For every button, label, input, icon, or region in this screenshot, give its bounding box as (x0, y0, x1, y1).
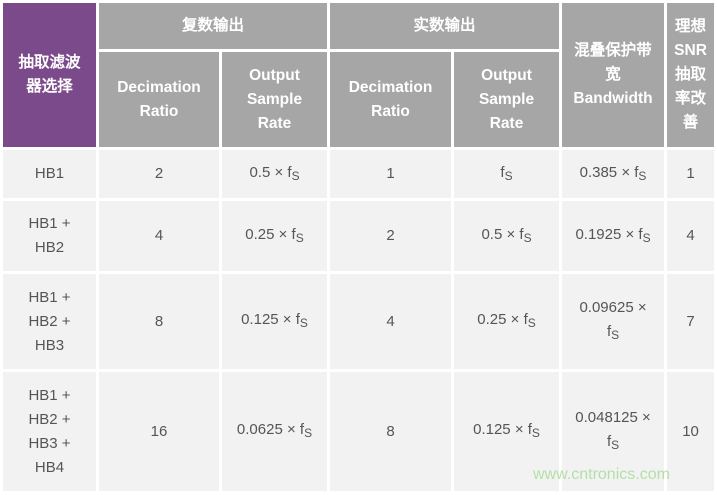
header-real-decimation-ratio: Decimation Ratio (330, 52, 452, 147)
table-row: HB1 + HB2 + HB3 8 0.125 × fS 4 0.25 × fS 0.09… (3, 274, 715, 369)
header-snr-improvement: 理想SNR抽取率改善 (667, 3, 715, 147)
watermark: www.cntronics.com (533, 466, 670, 483)
cell-filter: HB1 + HB2 + HB3 + HB4 (3, 372, 96, 491)
cell-bw: 0.09625 × fS (562, 274, 665, 369)
cell-bw: 0.1925 × fS (562, 201, 665, 271)
cell-r_rate: 0.125 × fS (454, 372, 560, 491)
cell-c_ratio: 2 (99, 150, 219, 198)
subscript-s: S (304, 426, 313, 440)
subscript-s: S (299, 316, 308, 330)
subscript-s: S (611, 328, 620, 342)
header-complex-output-rate: Output Sample Rate (222, 52, 328, 147)
header-filter-select: 抽取滤波器选择 (3, 3, 96, 147)
header-complex-decimation-ratio: Decimation Ratio (99, 52, 219, 147)
cell-r_ratio: 8 (330, 372, 452, 491)
table-row: HB1 + HB2 4 0.25 × fS 2 0.5 × fS 0.1925 × fS 4 (3, 201, 715, 271)
cell-bw: 0.048125 × fS (562, 372, 665, 491)
subscript-s: S (611, 438, 620, 452)
cell-snr: 4 (667, 201, 715, 271)
cell-c_ratio: 4 (99, 201, 219, 271)
cell-filter: HB1 (3, 150, 96, 198)
cell-c_ratio: 16 (99, 372, 219, 491)
cell-r_ratio: 1 (330, 150, 452, 198)
subscript-s: S (523, 230, 532, 245)
cell-snr: 1 (667, 150, 715, 198)
cell-c_ratio: 8 (99, 274, 219, 369)
subscript-s: S (504, 168, 513, 183)
cell-filter: HB1 + HB2 + HB3 (3, 274, 96, 369)
subscript-s: S (295, 230, 304, 245)
cell-r_rate: fS (454, 150, 560, 198)
cell-c_rate: 0.5 × fS (222, 150, 328, 198)
header-complex-output: 复数输出 (99, 3, 328, 49)
cell-r_rate: 0.25 × fS (454, 274, 560, 369)
header-real-output-rate: Output Sample Rate (454, 52, 560, 147)
cell-r_ratio: 2 (330, 201, 452, 271)
header-real-output: 实数输出 (330, 3, 560, 49)
cell-filter: HB1 + HB2 (3, 201, 96, 271)
subscript-s: S (642, 230, 651, 245)
subscript-s: S (291, 168, 300, 183)
cell-c_rate: 0.125 × fS (222, 274, 328, 369)
cell-snr: 10 (667, 372, 715, 491)
cell-r_rate: 0.5 × fS (454, 201, 560, 271)
cell-c_rate: 0.25 × fS (222, 201, 328, 271)
subscript-s: S (531, 426, 540, 440)
table-row: HB1 + HB2 + HB3 + HB4 16 0.0625 × fS 8 0.125… (3, 372, 715, 491)
cell-r_ratio: 4 (330, 274, 452, 369)
header-alias-bandwidth: 混叠保护带宽 Bandwidth (562, 3, 665, 147)
cell-c_rate: 0.0625 × fS (222, 372, 328, 491)
cell-bw: 0.385 × fS (562, 150, 665, 198)
subscript-s: S (638, 168, 647, 183)
table-row: HB1 2 0.5 × fS 1 fS 0.385 × fS 1 (3, 150, 715, 198)
subscript-s: S (527, 316, 536, 330)
cell-snr: 7 (667, 274, 715, 369)
